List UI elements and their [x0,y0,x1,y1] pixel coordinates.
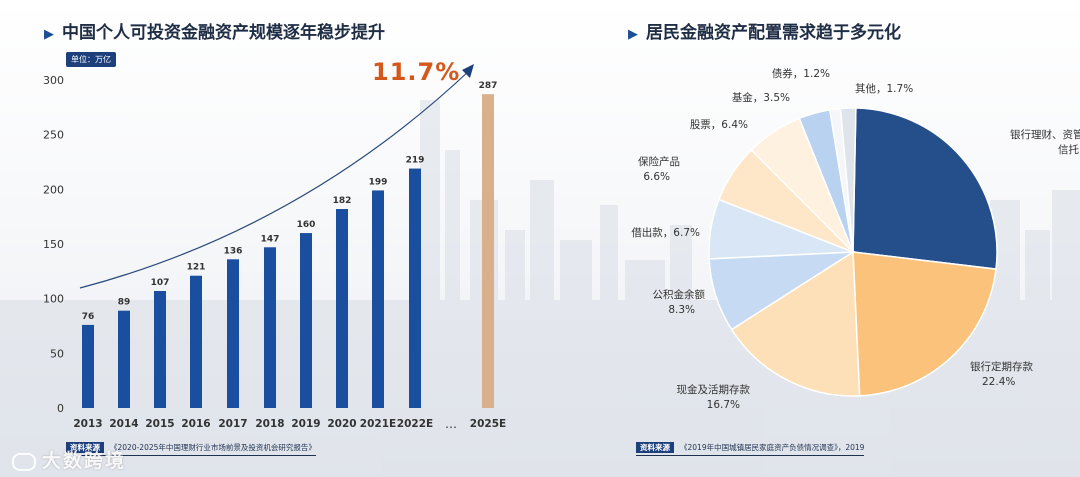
pie-label-value: 22.4% [982,376,1015,388]
pie-label: 债券，1.2% [772,67,830,80]
pie-label: 其他，1.7% [855,82,913,95]
pie-slice [730,250,861,397]
right-chart-title: ▶ 居民金融资产配置需求趋于多元化 [628,18,901,43]
bar-value-label: 182 [333,196,352,206]
left-source-note: 资料来源 《2020-2025年中国理财行业市场前景及投资机会研究报告》 [66,442,316,456]
pie-slice [852,107,998,270]
pie-chart: 银行理财、资管产品信托，26.6% 银行定期存款 22.4% 现金及活期存款 16.7%… [631,67,1080,411]
right-title-text: 居民金融资产配置需求趋于多元化 [646,23,901,43]
bar-value-label: 160 [297,220,316,230]
y-tick-label: 100 [43,293,64,306]
x-tick-label: 2015 [145,418,174,430]
bar-2021E [372,190,384,408]
axis-ellipsis: … [445,417,457,431]
growth-rate-label: 11.7% [372,58,461,86]
x-tick-label: 2016 [181,418,210,430]
pie-label: 银行定期存款 [970,360,1033,373]
bar-value-label: 107 [151,278,170,288]
bar-value-label: 76 [82,312,95,322]
watermark: 大数跨境 [12,446,126,473]
unit-badge: 单位：万亿 [66,52,116,67]
bar-2014 [118,310,130,408]
bar-2016 [190,275,202,408]
right-source-note: 资料来源 《2019年中国城镇居民家庭资产负债情况调查》，2019 [636,442,865,456]
x-tick-label: 2014 [109,418,138,430]
bar-2020 [336,209,348,408]
pie-label: 借出款，6.7% [631,226,700,239]
x-tick-label: 2022E [397,418,433,430]
bar-2015 [154,291,166,408]
pie-label: 银行理财、资管产品 [1010,128,1080,141]
bar-value-label: 147 [261,234,280,244]
bar-2019 [300,233,312,408]
y-tick-label: 50 [50,347,64,360]
source-text: 《2020-2025年中国理财行业市场前景及投资机会研究报告》 [110,443,316,452]
x-tick-label: 2019 [291,418,320,430]
y-tick-label: 150 [43,238,64,251]
pie-slice [852,251,997,397]
x-tick-label: 2025E [470,418,506,430]
title-marker-icon: ▶ [628,27,638,42]
bar-2022E [409,168,421,408]
title-marker-icon: ▶ [44,27,54,42]
watermark-logo-icon [12,452,36,471]
left-chart-title: ▶ 中国个人可投资金融资产规模逐年稳步提升 [44,18,385,43]
watermark-text: 大数跨境 [42,450,127,472]
pie-label: 现金及活期存款 [677,383,751,396]
growth-trend-arrow [79,69,471,289]
pie-slice [839,107,857,253]
pie-label-value: 8.3% [668,304,695,316]
bar-value-label: 199 [369,177,388,187]
y-tick-label: 200 [43,183,64,196]
bar-chart: 0 50 100 150 200 250 300 76 2013 89 2014 107 2015 12… [43,64,506,431]
pie-label: 基金，3.5% [732,91,790,104]
pie-label: 公积金余额 [653,288,706,301]
pie-label-value: 6.6% [643,171,670,183]
source-text: 《2019年中国城镇居民家庭资产负债情况调查》，2019 [680,443,865,452]
bar-2018 [264,247,276,408]
bar-value-label: 136 [224,246,243,256]
x-tick-label: 2017 [218,418,247,430]
bar-2017 [227,259,239,408]
y-tick-label: 0 [57,402,64,415]
bar-2013 [82,324,94,408]
left-title-text: 中国个人可投资金融资产规模逐年稳步提升 [62,23,385,43]
bar-value-label: 287 [479,81,498,91]
source-tag: 资料来源 [66,442,104,453]
bar-value-label: 219 [406,156,425,166]
source-tag: 资料来源 [636,442,674,453]
growth-arrow-head [462,64,474,78]
bar-2025E [482,94,494,409]
pie-label: 股票，6.4% [690,119,748,131]
pie-label: 保险产品 [638,155,680,168]
y-tick-label: 300 [43,74,64,87]
y-tick-label: 250 [43,129,64,142]
x-tick-label: 2018 [255,418,284,430]
pie-label-value: 16.7% [707,399,740,411]
pie-label-value: 信托，26.6% [1058,143,1080,156]
x-tick-label: 2020 [327,418,356,430]
x-tick-label: 2021E [360,418,396,430]
bar-value-label: 89 [118,298,131,308]
x-tick-label: 2013 [73,418,102,430]
bar-value-label: 121 [187,263,206,273]
